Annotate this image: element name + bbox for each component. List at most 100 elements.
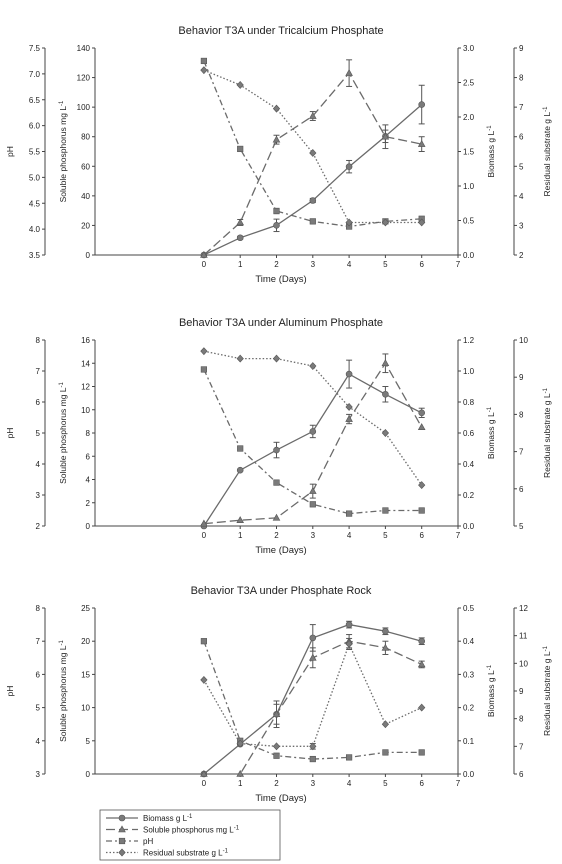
ph-series <box>200 366 425 517</box>
residual-point <box>236 354 244 363</box>
residual-axis-label: Residual substrate g L-1 <box>542 106 552 197</box>
y-tick-label: 12 <box>519 604 528 613</box>
y-tick-label: 2.0 <box>463 113 475 122</box>
y-tick-label: 7.5 <box>29 44 41 53</box>
ph-axis-label-text: pH <box>5 428 15 439</box>
chart-panel-1: Behavior T3A under Tricalcium Phosphate 0… <box>5 25 552 285</box>
soluble_p-point <box>345 414 353 422</box>
residual-point <box>381 429 390 437</box>
residual-point <box>345 403 353 411</box>
residual-point <box>309 149 317 157</box>
y-tick-label: 40 <box>81 192 90 201</box>
y-tick-label: 0.4 <box>463 460 475 469</box>
y-tick-label: 7 <box>519 742 524 751</box>
y-tick-label: 1.0 <box>463 182 475 191</box>
y-tick-label: 7 <box>519 448 524 457</box>
legend-marker <box>118 837 126 845</box>
y-tick-label: 2 <box>86 499 91 508</box>
x-tick-label: 1 <box>238 779 243 788</box>
soluble_p-axis-label-superscript: -1 <box>59 100 65 106</box>
y-tick-label: 4.0 <box>29 225 41 234</box>
soluble_p-line <box>203 71 422 256</box>
y-tick-label: 0.5 <box>463 604 475 613</box>
y-tick-label: 4 <box>36 460 41 469</box>
y-tick-label: 20 <box>81 637 90 646</box>
legend-label-superscript: -1 <box>234 826 240 832</box>
residual-point <box>418 703 426 712</box>
y-tick-label: 0.2 <box>463 704 475 713</box>
residual-point <box>309 742 317 751</box>
residual-point <box>418 218 426 227</box>
residual-series <box>200 637 426 751</box>
y-tick-label: 5 <box>36 429 41 438</box>
y-tick-label: 0.0 <box>463 770 475 779</box>
residual-axis-label-text: Residual substrate g L <box>542 651 552 736</box>
y-tick-label: 3.0 <box>463 44 475 53</box>
soluble_p-point <box>381 132 390 140</box>
x-tick-label: 4 <box>347 531 352 540</box>
biomass-point <box>236 234 244 242</box>
soluble_p-series <box>200 59 426 258</box>
y-tick-label: 0 <box>86 770 91 779</box>
y-tick-label: 5.5 <box>29 148 41 157</box>
y-tick-label: 10 <box>81 406 90 415</box>
x-tick-label: 7 <box>456 260 461 269</box>
y-tick-label: 12 <box>81 383 90 392</box>
y-tick-label: 6.0 <box>29 122 41 131</box>
y-tick-label: 3 <box>36 491 41 500</box>
residual-point <box>272 742 281 751</box>
residual-axis: 2 3 4 5 6 7 8 9 <box>513 44 524 260</box>
x-tick-label: 6 <box>419 260 424 269</box>
y-tick-label: 0.2 <box>463 491 475 500</box>
biomass-point <box>345 163 353 170</box>
soluble_p-point <box>200 769 208 777</box>
biomass-axis-label-text: Biomass g L <box>486 412 496 459</box>
biomass-axis: 0.0 0.2 0.4 0.6 0.8 1.0 1.2 <box>457 336 475 531</box>
soluble_p-axis-label: Soluble phosphorus mg L-1 <box>58 639 68 741</box>
y-tick-label: 9 <box>519 373 524 382</box>
y-tick-label: 5 <box>36 704 41 713</box>
legend-item-soluble_p: Soluble phosphorus mg L-1 <box>106 825 240 835</box>
residual-axis-label-text: Residual substrate g L <box>542 393 552 478</box>
soluble_p-point <box>272 135 281 143</box>
y-tick-label: 3 <box>36 770 41 779</box>
x-axis-label: Time (Days) <box>255 545 306 556</box>
ph-axis-label: pH <box>5 146 15 157</box>
ph-point <box>273 752 280 759</box>
legend-marker <box>118 814 126 822</box>
y-tick-label: 8 <box>36 336 41 345</box>
soluble_p-axis: 0 2 4 6 8 10 12 14 16 <box>81 336 96 531</box>
y-tick-label: 140 <box>77 44 91 53</box>
residual-series <box>200 347 426 490</box>
y-tick-label: 6 <box>36 670 41 679</box>
legend-label-text: Biomass g L <box>143 814 188 823</box>
legend-label-text: pH <box>143 837 153 846</box>
y-tick-label: 60 <box>81 162 90 171</box>
x-tick-label: 4 <box>347 260 352 269</box>
legend-label: Biomass g L-1 <box>143 814 193 823</box>
soluble_p-point <box>345 69 353 76</box>
y-tick-label: 14 <box>81 359 90 368</box>
legend-item-ph: pH <box>106 837 153 846</box>
y-tick-label: 4 <box>36 737 41 746</box>
residual-axis: 6 7 8 9 10 11 12 <box>513 604 528 779</box>
y-tick-label: 2 <box>36 522 41 531</box>
ph-point <box>345 510 353 517</box>
y-tick-label: 6.5 <box>29 96 41 105</box>
soluble_p-axis-label: Soluble phosphorus mg L-1 <box>58 381 68 483</box>
legend-label: Residual substrate g L-1 <box>143 849 229 858</box>
residual-point <box>345 218 353 227</box>
y-tick-label: 5 <box>519 522 524 531</box>
legend-label-superscript: -1 <box>223 849 229 855</box>
y-tick-label: 0.4 <box>463 637 475 646</box>
soluble_p-point <box>417 423 426 430</box>
residual-series <box>200 66 426 227</box>
legend-label: pH <box>143 837 153 846</box>
soluble_p-point <box>308 653 317 661</box>
residual-point <box>200 675 208 684</box>
biomass-point <box>418 637 426 645</box>
biomass-point <box>345 370 353 378</box>
residual-point <box>272 354 281 363</box>
y-tick-label: 0.6 <box>463 429 475 438</box>
